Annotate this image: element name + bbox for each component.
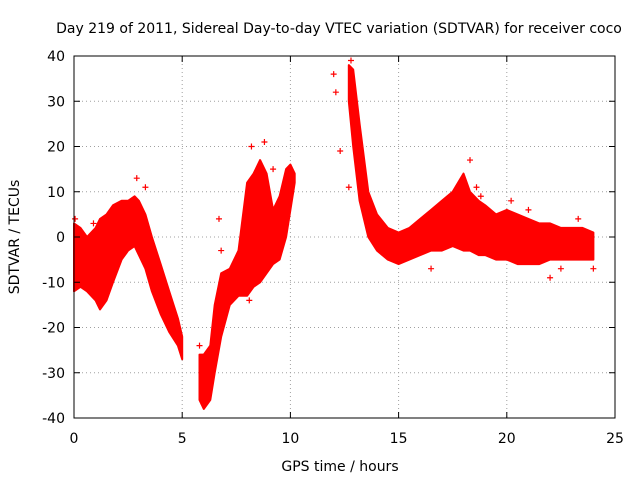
data-point-plus <box>261 138 268 145</box>
x-tick-label: 15 <box>390 431 408 447</box>
data-point-plus <box>428 265 435 272</box>
data-point-plus <box>330 71 337 78</box>
data-point-plus <box>575 215 582 222</box>
data-point-plus <box>347 57 354 64</box>
data-point-plus <box>142 184 149 191</box>
x-tick-label: 20 <box>498 431 516 447</box>
data-point-plus <box>246 297 253 304</box>
y-axis-ticks: -40 -30 -20 -10 0 10 20 30 40 <box>42 49 615 427</box>
data-point-plus <box>473 184 480 191</box>
x-tick-label: 0 <box>70 431 79 447</box>
data-point-plus <box>345 184 352 191</box>
data-point-plus <box>270 166 277 173</box>
data-point-plus <box>332 89 339 96</box>
data-point-plus <box>590 265 597 272</box>
data-point-plus <box>467 157 474 164</box>
data-point-plus <box>200 401 207 408</box>
y-tick-label: -40 <box>42 411 65 427</box>
y-tick-label: -30 <box>42 366 65 382</box>
data-band <box>198 159 296 410</box>
series-sdtvar <box>73 64 595 410</box>
x-axis-ticks: 0 5 10 15 20 25 <box>70 56 624 447</box>
y-tick-label: 20 <box>47 140 65 156</box>
y-tick-label: 0 <box>56 230 65 246</box>
x-tick-label: 25 <box>606 431 624 447</box>
data-point-plus <box>508 197 515 204</box>
data-point-plus <box>525 206 532 213</box>
data-point-plus <box>477 193 484 200</box>
y-tick-label: -10 <box>42 275 65 291</box>
data-point-plus <box>72 215 79 222</box>
data-band <box>347 64 595 266</box>
x-axis-label: GPS time / hours <box>281 459 398 475</box>
data-point-plus <box>196 342 203 349</box>
data-point-plus <box>460 179 467 186</box>
data-band <box>73 195 184 361</box>
data-point-plus <box>133 175 140 182</box>
x-tick-label: 10 <box>281 431 299 447</box>
data-point-plus <box>241 270 248 277</box>
data-point-plus <box>215 215 222 222</box>
data-point-plus <box>90 220 97 227</box>
y-tick-label: -20 <box>42 321 65 337</box>
y-tick-label: 30 <box>47 94 65 110</box>
y-tick-label: 10 <box>47 185 65 201</box>
x-tick-label: 5 <box>178 431 187 447</box>
data-point-plus <box>547 274 554 281</box>
y-axis-label: SDTVAR / TECUs <box>7 180 23 295</box>
data-point-plus <box>248 143 255 150</box>
y-tick-label: 40 <box>47 49 65 65</box>
scatter-points <box>72 57 597 408</box>
data-point-plus <box>337 148 344 155</box>
chart-title: Day 219 of 2011, Sidereal Day-to-day VTE… <box>56 21 622 37</box>
data-point-plus <box>557 265 564 272</box>
data-point-plus <box>218 247 225 254</box>
